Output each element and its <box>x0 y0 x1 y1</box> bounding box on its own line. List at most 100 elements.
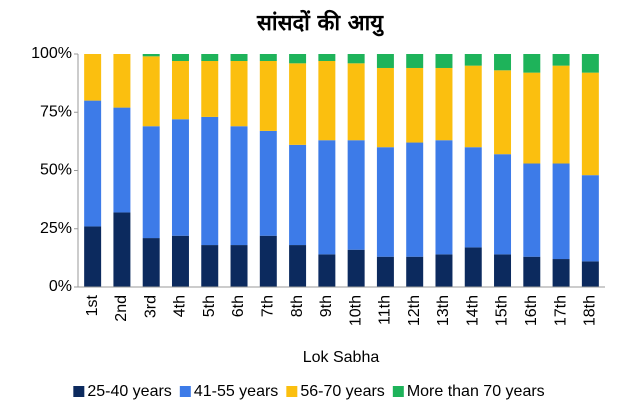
bar-segment <box>523 72 541 164</box>
bar-segment <box>113 107 131 213</box>
x-tick-label: 10th <box>347 295 364 326</box>
bar-segment <box>464 65 482 148</box>
x-tick-label: 1st <box>84 294 101 316</box>
bar-segment <box>581 72 599 176</box>
legend-label: 56-70 years <box>300 383 385 400</box>
bar-segment <box>289 63 307 145</box>
bar-segment <box>259 54 277 61</box>
legend-label: More than 70 years <box>407 383 545 400</box>
bar-segment <box>347 249 365 287</box>
bar-segment <box>347 140 365 250</box>
x-tick-label: 17th <box>552 295 569 326</box>
bar-segment <box>289 144 307 246</box>
legend-label: 41-55 years <box>194 383 279 400</box>
bar-segment <box>142 126 160 239</box>
bar-segment <box>318 254 336 287</box>
x-tick-label: 15th <box>494 295 511 326</box>
bar-segment <box>523 256 541 287</box>
legend-swatch <box>73 386 85 397</box>
legend-swatch <box>392 386 404 397</box>
bar-segment <box>406 142 424 257</box>
bar-segment <box>347 54 365 64</box>
bar-segment <box>552 54 570 66</box>
bar-segment <box>523 163 541 257</box>
chart-title: सांसदों की आयु <box>256 9 384 37</box>
x-tick-label: 3rd <box>142 295 159 318</box>
bar-segment <box>523 54 541 73</box>
bar-segment <box>84 226 102 287</box>
y-tick-label: 0% <box>49 278 72 295</box>
x-tick-label: 18th <box>582 295 599 326</box>
bar-segment <box>259 235 277 287</box>
bar-segment <box>318 140 336 255</box>
bar-segment <box>347 63 365 141</box>
x-tick-label: 12th <box>406 295 423 326</box>
bar-segment <box>581 54 599 73</box>
bar-segment <box>464 54 482 66</box>
x-axis-title: Lok Sabha <box>303 349 380 366</box>
bar-segment <box>113 54 131 108</box>
bar-segment <box>376 147 394 257</box>
bar-segment <box>289 245 307 287</box>
x-tick-label: 9th <box>318 295 335 317</box>
bar-segment <box>84 100 102 227</box>
bar-segment <box>84 54 102 101</box>
bar-segment <box>435 140 453 255</box>
legend-label: 25-40 years <box>87 383 172 400</box>
bar-segment <box>113 212 131 287</box>
bar-segment <box>552 163 570 260</box>
bar-segment <box>142 238 160 287</box>
bar-segment <box>201 116 219 246</box>
bar-segment <box>494 70 512 155</box>
bar-segment <box>494 54 512 71</box>
bar-segment <box>230 60 248 127</box>
bar-segment <box>142 54 160 57</box>
bar-segment <box>171 235 189 287</box>
bar-segment <box>494 154 512 255</box>
bar-segment <box>581 261 599 287</box>
y-tick-label: 75% <box>40 103 72 120</box>
x-tick-label: 16th <box>523 295 540 326</box>
bar-segment <box>142 56 160 127</box>
bar-segment <box>494 254 512 287</box>
y-tick-label: 50% <box>40 162 72 179</box>
bar-segment <box>259 130 277 236</box>
x-tick-label: 2nd <box>113 295 130 322</box>
bar-segment <box>171 60 189 120</box>
bar-segment <box>581 175 599 262</box>
bar-segment <box>201 54 219 61</box>
bar-segment <box>201 60 219 117</box>
bar-segment <box>376 54 394 68</box>
bar-segment <box>435 67 453 141</box>
bar-segment <box>552 65 570 164</box>
bar-segment <box>318 60 336 141</box>
x-tick-label: 4th <box>172 295 189 317</box>
bar-segment <box>230 245 248 287</box>
y-tick-label: 25% <box>40 220 72 237</box>
bar-segment <box>435 54 453 68</box>
x-tick-label: 6th <box>230 295 247 317</box>
bar-segment <box>464 247 482 287</box>
bar-segment <box>406 54 424 68</box>
bar-segment <box>171 119 189 236</box>
bar-segment <box>171 54 189 61</box>
bar-segment <box>552 259 570 287</box>
bar-segment <box>289 54 307 64</box>
bar-segment <box>435 254 453 287</box>
bar-segment <box>376 256 394 287</box>
bar-segment <box>318 54 336 61</box>
x-tick-label: 11th <box>377 295 394 325</box>
bar-segment <box>406 256 424 287</box>
x-tick-label: 7th <box>260 295 277 317</box>
bar-segment <box>376 67 394 148</box>
bar-segment <box>259 60 277 131</box>
x-tick-label: 5th <box>201 295 218 317</box>
y-tick-label: 100% <box>31 45 72 62</box>
bar-segment <box>406 67 424 143</box>
x-tick-label: 13th <box>435 295 452 326</box>
bar-segment <box>464 147 482 248</box>
bar-segment <box>230 54 248 61</box>
x-tick-label: 8th <box>289 295 306 317</box>
bar-segment <box>230 126 248 246</box>
